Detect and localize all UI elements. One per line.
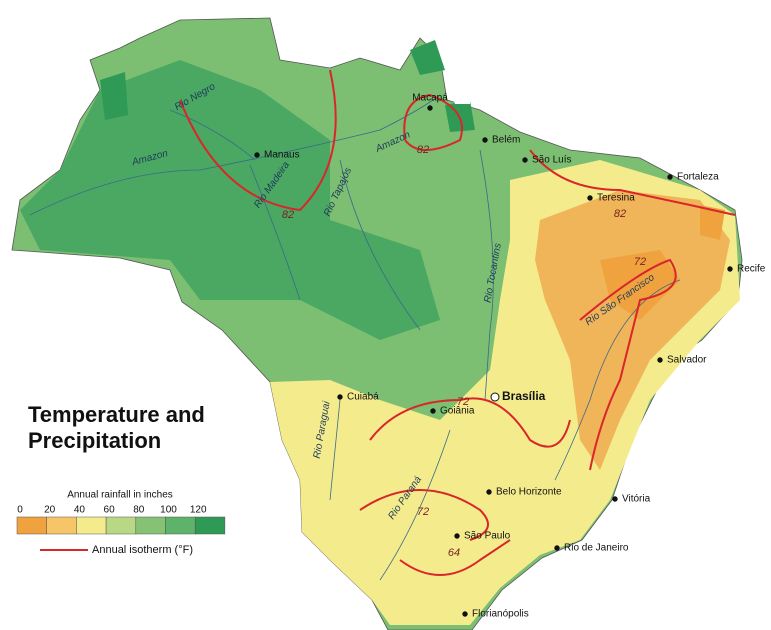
city-dot — [667, 174, 673, 180]
river-line — [329, 399, 341, 501]
legend-tick: 20 — [44, 505, 56, 516]
legend-tick: 60 — [104, 505, 116, 516]
city-dot — [612, 496, 618, 502]
city-label: Belo Horizonte — [496, 487, 562, 498]
city-label: Salvador — [667, 355, 707, 366]
city-label: São Paulo — [464, 531, 511, 542]
city-dot — [727, 266, 733, 272]
river-line — [379, 429, 451, 581]
isotherm-line — [359, 489, 489, 541]
map-title: Temperature and Precipitation — [28, 402, 205, 453]
city-dot — [522, 157, 528, 163]
city-label: Manaus — [264, 150, 300, 161]
city-label: Goiânia — [440, 406, 475, 417]
isotherm-label: 82 — [282, 209, 294, 221]
city-dot — [462, 611, 468, 617]
city-dot — [430, 408, 436, 414]
city-label: Cuiabá — [347, 392, 379, 403]
legend-swatch — [165, 516, 196, 535]
city-label: Rio de Janeiro — [564, 543, 629, 554]
isotherm-label: 82 — [614, 208, 626, 220]
isotherm-label: 72 — [417, 506, 429, 518]
isotherm-line — [179, 69, 337, 212]
city-dot — [490, 392, 500, 402]
legend-swatch — [135, 516, 166, 535]
city-label: Belém — [492, 135, 520, 146]
isotherm-line — [529, 149, 736, 216]
legend-tick: 40 — [74, 505, 86, 516]
city-label: Macapá — [412, 93, 448, 104]
city-dot — [427, 105, 433, 111]
city-dot — [554, 545, 560, 551]
city-label: Brasília — [502, 389, 546, 403]
city-dot — [454, 533, 460, 539]
legend-tick: 100 — [160, 505, 177, 516]
river-line — [339, 159, 421, 331]
legend-swatch — [46, 516, 77, 535]
legend-title: Annual rainfall in inches — [67, 490, 173, 501]
city-dot — [587, 195, 593, 201]
ocean-island — [452, 92, 472, 104]
legend-tick: 80 — [133, 505, 145, 516]
very-wet-zone — [100, 40, 475, 132]
isotherm-label: 64 — [448, 547, 460, 559]
river-line — [169, 109, 256, 161]
legend-swatch — [194, 516, 226, 535]
legend-swatch — [76, 516, 107, 535]
legend-isotherm-label: Annual isotherm (°F) — [92, 544, 193, 556]
city-label: Vitória — [622, 494, 651, 505]
city-dot — [482, 137, 488, 143]
city-label: Recife — [737, 264, 766, 275]
legend-tick: 120 — [190, 505, 207, 516]
isotherm-label: 72 — [457, 396, 469, 408]
city-label: Florianópolis — [472, 609, 529, 620]
isotherm-line — [369, 397, 571, 448]
legend-tick: 0 — [17, 505, 23, 516]
legend-swatch — [16, 516, 47, 535]
city-dot — [337, 394, 343, 400]
city-label: Fortaleza — [677, 172, 719, 183]
city-label: São Luís — [532, 155, 571, 166]
isotherm-label: 72 — [634, 256, 646, 268]
legend-swatch — [105, 516, 137, 535]
isotherm-label: 82 — [417, 144, 429, 156]
river-line — [249, 164, 301, 301]
city-label: Teresina — [597, 193, 635, 204]
city-dot — [254, 152, 260, 158]
river-line — [29, 94, 441, 216]
river-line — [479, 149, 494, 401]
isotherm-line — [403, 93, 463, 151]
isotherm-line — [399, 539, 511, 576]
wet-zone — [20, 60, 440, 340]
city-dot — [486, 489, 492, 495]
city-dot — [657, 357, 663, 363]
isotherm-line — [579, 258, 677, 471]
